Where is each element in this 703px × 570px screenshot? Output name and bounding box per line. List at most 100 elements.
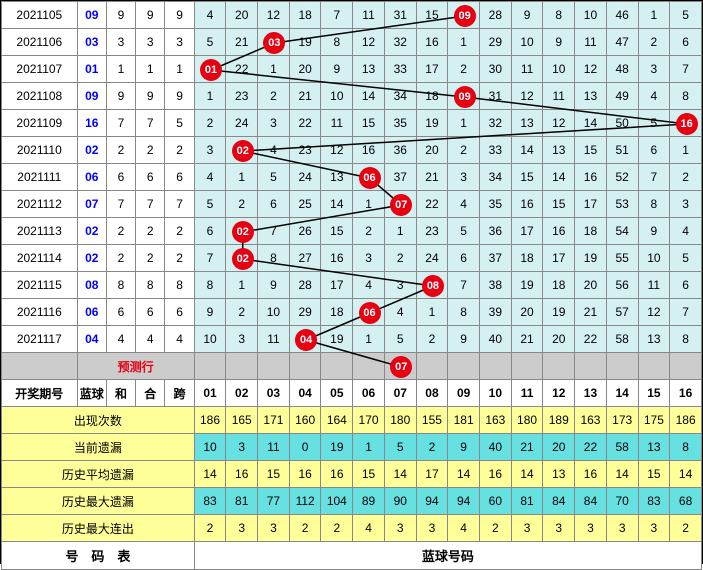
span-cell: 3 [165, 29, 194, 56]
grid-cell: 11 [638, 272, 670, 299]
grid-cell: 2 [258, 83, 290, 110]
grid-cell: 13 [575, 83, 607, 110]
stat-cell: 104 [321, 488, 353, 515]
grid-cell: 20 [575, 272, 607, 299]
blue-cell: 02 [77, 245, 106, 272]
grid-cell: 12 [638, 299, 670, 326]
grid-cell: 9 [638, 218, 670, 245]
grid-cell: 28 [480, 2, 512, 29]
grid-cell: 55 [606, 245, 638, 272]
grid-cell: 19 [416, 110, 448, 137]
grid-cell: 4 [194, 2, 226, 29]
stat-cell: 11 [258, 434, 290, 461]
span-cell: 9 [165, 83, 194, 110]
grid-cell: 10 [258, 299, 290, 326]
grid-cell: 13 [511, 110, 543, 137]
sum-cell: 3 [106, 29, 135, 56]
table-row: 2021111 06 6 6 6415241337213341514165272 [2, 164, 702, 191]
sum-cell: 7 [106, 110, 135, 137]
grid-cell: 22 [416, 191, 448, 218]
grid-cell: 6 [258, 191, 290, 218]
stat-cell: 10 [194, 434, 226, 461]
he-cell: 8 [136, 272, 165, 299]
stat-cell: 14 [511, 461, 543, 488]
grid-cell: 10 [321, 83, 353, 110]
stat-cell: 83 [194, 488, 226, 515]
grid-cell: 6 [638, 137, 670, 164]
stat-row: 历史最大连出2332243342333332 [2, 515, 702, 542]
grid-cell: 13 [353, 56, 385, 83]
he-cell: 2 [136, 218, 165, 245]
grid-cell: 6 [194, 218, 226, 245]
grid-cell: 30 [480, 56, 512, 83]
stat-cell: 165 [226, 407, 258, 434]
stat-label: 当前遗漏 [2, 434, 195, 461]
grid-cell: 2 [638, 29, 670, 56]
stat-cell: 3 [416, 515, 448, 542]
stat-cell: 21 [511, 434, 543, 461]
stat-cell: 84 [543, 488, 575, 515]
stat-label: 历史平均遗漏 [2, 461, 195, 488]
stat-cell: 17 [416, 461, 448, 488]
stat-row: 历史平均遗漏14161516161514171416141316141514 [2, 461, 702, 488]
grid-cell: 13 [638, 326, 670, 353]
period-cell: 2021111 [2, 164, 78, 191]
grid-cell: 54 [606, 218, 638, 245]
stat-cell: 3 [511, 515, 543, 542]
sum-cell: 8 [106, 272, 135, 299]
stat-cell: 189 [543, 407, 575, 434]
span-cell: 5 [165, 110, 194, 137]
grid-cell: 21 [511, 326, 543, 353]
grid-cell: 52 [606, 164, 638, 191]
he-cell: 1 [136, 56, 165, 83]
grid-cell: 56 [606, 272, 638, 299]
stat-cell: 186 [670, 407, 702, 434]
grid-cell: 57 [606, 299, 638, 326]
stat-cell: 2 [670, 515, 702, 542]
grid-cell: 1 [670, 137, 702, 164]
stat-cell: 3 [226, 434, 258, 461]
span-cell: 2 [165, 137, 194, 164]
stat-row: 当前遗漏1031101915294021202258138 [2, 434, 702, 461]
span-cell: 2 [165, 245, 194, 272]
table-row: 2021112 07 7 7 752625141224351615175383 [2, 191, 702, 218]
he-cell: 4 [136, 326, 165, 353]
grid-cell: 5 [638, 110, 670, 137]
stat-cell: 160 [289, 407, 321, 434]
stat-row: 出现次数186165171160164170180155181163180189… [2, 407, 702, 434]
stat-cell: 8 [670, 434, 702, 461]
grid-cell: 7 [194, 245, 226, 272]
grid-cell: 18 [416, 83, 448, 110]
he-cell: 9 [136, 2, 165, 29]
blue-cell: 04 [77, 326, 106, 353]
ball-marker: 08 [422, 275, 444, 297]
grid-cell: 48 [606, 56, 638, 83]
stat-cell: 81 [511, 488, 543, 515]
stat-cell: 13 [638, 434, 670, 461]
ball-marker: 06 [359, 302, 381, 324]
table-row: 2021113 02 2 2 267261521235361716185494 [2, 218, 702, 245]
grid-cell: 16 [416, 29, 448, 56]
grid-cell: 17 [321, 272, 353, 299]
grid-cell: 7 [321, 2, 353, 29]
stat-cell: 94 [416, 488, 448, 515]
grid-cell: 31 [384, 2, 416, 29]
ball-marker: 02 [232, 248, 254, 270]
grid-cell: 17 [575, 191, 607, 218]
grid-cell: 21 [575, 299, 607, 326]
grid-cell: 8 [448, 299, 480, 326]
grid-cell: 9 [511, 2, 543, 29]
grid-cell: 22 [226, 56, 258, 83]
grid-cell: 14 [353, 83, 385, 110]
stat-cell: 16 [321, 461, 353, 488]
table-row: 2021116 06 6 6 6921029184183920192157127 [2, 299, 702, 326]
stat-cell: 3 [543, 515, 575, 542]
grid-cell: 9 [448, 326, 480, 353]
grid-cell: 20 [511, 299, 543, 326]
stat-cell: 20 [543, 434, 575, 461]
grid-cell: 5 [448, 218, 480, 245]
grid-cell: 2 [384, 245, 416, 272]
grid-cell: 11 [258, 326, 290, 353]
sum-cell: 7 [106, 191, 135, 218]
table-row: 2021115 08 8 8 881928174373819182056116 [2, 272, 702, 299]
